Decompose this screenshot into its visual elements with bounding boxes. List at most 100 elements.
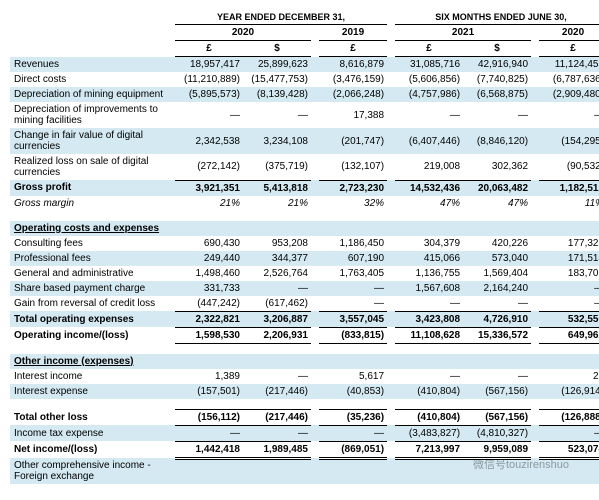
cell-value: (4,757,986) bbox=[395, 87, 463, 102]
cell-value: 177,328 bbox=[539, 236, 599, 251]
cell-value: 20,063,482 bbox=[463, 180, 531, 196]
table-row: Total other loss(156,112)(217,446)(35,23… bbox=[10, 409, 599, 425]
cell-value: 573,040 bbox=[463, 251, 531, 266]
table-row: Total operating expenses2,322,8213,206,8… bbox=[10, 311, 599, 327]
cell-value: 3,423,808 bbox=[395, 311, 463, 327]
cell-value: (833,815) bbox=[319, 327, 387, 343]
cell-value: 17,388 bbox=[319, 102, 387, 128]
cell-value: 304,379 bbox=[395, 236, 463, 251]
row-label: Revenues bbox=[10, 57, 175, 73]
cell-value: 1,389 bbox=[175, 369, 243, 384]
cell-value: 1,186,450 bbox=[319, 236, 387, 251]
cell-value: 1,182,512 bbox=[539, 180, 599, 196]
table-row: Realized loss on sale of digital currenc… bbox=[10, 154, 599, 180]
cell-value: — bbox=[243, 369, 311, 384]
cell-value bbox=[319, 354, 387, 369]
cell-value bbox=[463, 354, 531, 369]
currency-gbp: £ bbox=[319, 41, 387, 57]
cell-value: (126,888) bbox=[539, 409, 599, 425]
row-label: Share based payment charge bbox=[10, 281, 175, 296]
year-2021: 2021 bbox=[395, 25, 531, 41]
cell-value: — bbox=[243, 281, 311, 296]
table-row bbox=[10, 399, 599, 410]
cell-value: — bbox=[539, 102, 599, 128]
cell-value: — bbox=[319, 296, 387, 312]
cell-value: — bbox=[395, 369, 463, 384]
cell-value: — bbox=[319, 281, 387, 296]
cell-value: (7,740,825) bbox=[463, 72, 531, 87]
cell-value: (90,532) bbox=[539, 154, 599, 180]
cell-value bbox=[539, 354, 599, 369]
cell-value: (8,846,120) bbox=[463, 128, 531, 154]
cell-value: (6,407,446) bbox=[395, 128, 463, 154]
table-row: Direct costs(11,210,889)(15,477,753)(3,4… bbox=[10, 72, 599, 87]
cell-value: (217,446) bbox=[243, 409, 311, 425]
cell-value: 32% bbox=[319, 196, 387, 211]
currency-gbp: £ bbox=[395, 41, 463, 57]
cell-value: — bbox=[395, 296, 463, 312]
cell-value: 690,430 bbox=[175, 236, 243, 251]
cell-value: 11,124,455 bbox=[539, 57, 599, 73]
cell-value: 42,916,940 bbox=[463, 57, 531, 73]
cell-value: 183,708 bbox=[539, 266, 599, 281]
year-2020b: 2020 bbox=[539, 25, 599, 41]
cell-value: 331,733 bbox=[175, 281, 243, 296]
cell-value bbox=[395, 221, 463, 236]
table-row: Professional fees249,440344,377607,19041… bbox=[10, 251, 599, 266]
cell-value bbox=[175, 354, 243, 369]
cell-value: 26 bbox=[539, 369, 599, 384]
cell-value: 7,213,997 bbox=[395, 441, 463, 458]
cell-value bbox=[539, 221, 599, 236]
cell-value: (410,804) bbox=[395, 384, 463, 399]
cell-value: (617,462) bbox=[243, 296, 311, 312]
table-row: Operating income/(loss)1,598,5302,206,93… bbox=[10, 327, 599, 343]
cell-value: 415,066 bbox=[395, 251, 463, 266]
row-label: Operating costs and expenses bbox=[10, 221, 175, 236]
cell-value: 2,342,538 bbox=[175, 128, 243, 154]
cell-value: 11% bbox=[539, 196, 599, 211]
table-row: Gross margin21%21%32%47%47%11% bbox=[10, 196, 599, 211]
row-label: Direct costs bbox=[10, 72, 175, 87]
financial-statement-table: YEAR ENDED DECEMBER 31, SIX MONTHS ENDED… bbox=[10, 10, 599, 484]
cell-value: 2,526,764 bbox=[243, 266, 311, 281]
cell-value: 3,206,887 bbox=[243, 311, 311, 327]
cell-value: 344,377 bbox=[243, 251, 311, 266]
cell-value: 420,226 bbox=[463, 236, 531, 251]
cell-value bbox=[243, 354, 311, 369]
cell-value: 171,514 bbox=[539, 251, 599, 266]
table-row: Other income (expenses) bbox=[10, 354, 599, 369]
row-label: Net income/(loss) bbox=[10, 441, 175, 458]
cell-value: — bbox=[243, 425, 311, 441]
cell-value: 21% bbox=[175, 196, 243, 211]
cell-value: (2,909,480) bbox=[539, 87, 599, 102]
cell-value: — bbox=[463, 369, 531, 384]
cell-value: (6,568,875) bbox=[463, 87, 531, 102]
cell-value: 1,569,404 bbox=[463, 266, 531, 281]
row-label: Other comprehensive income - Foreign exc… bbox=[10, 458, 175, 484]
cell-value bbox=[243, 221, 311, 236]
cell-value: 649,962 bbox=[539, 327, 599, 343]
cell-value: — bbox=[175, 102, 243, 128]
cell-value: (40,853) bbox=[319, 384, 387, 399]
watermark-text: 微信号touzirenshuo bbox=[473, 456, 569, 472]
row-label: Operating income/(loss) bbox=[10, 327, 175, 343]
cell-value: 607,190 bbox=[319, 251, 387, 266]
row-label: Gross margin bbox=[10, 196, 175, 211]
cell-value bbox=[463, 221, 531, 236]
currency-gbp: £ bbox=[175, 41, 243, 57]
table-row: Operating costs and expenses bbox=[10, 221, 599, 236]
year-2019: 2019 bbox=[319, 25, 387, 41]
cell-value: (3,476,159) bbox=[319, 72, 387, 87]
table-row: Depreciation of mining equipment(5,895,5… bbox=[10, 87, 599, 102]
cell-value bbox=[175, 458, 243, 484]
cell-value: 14,532,436 bbox=[395, 180, 463, 196]
year-2020: 2020 bbox=[175, 25, 311, 41]
cell-value: (5,895,573) bbox=[175, 87, 243, 102]
cell-value: 15,336,572 bbox=[463, 327, 531, 343]
row-label: Gain from reversal of credit loss bbox=[10, 296, 175, 312]
cell-value: 5,413,818 bbox=[243, 180, 311, 196]
cell-value: (447,242) bbox=[175, 296, 243, 312]
cell-value: (375,719) bbox=[243, 154, 311, 180]
cell-value: — bbox=[319, 425, 387, 441]
table-row: Interest income1,389—5,617——26 bbox=[10, 369, 599, 384]
